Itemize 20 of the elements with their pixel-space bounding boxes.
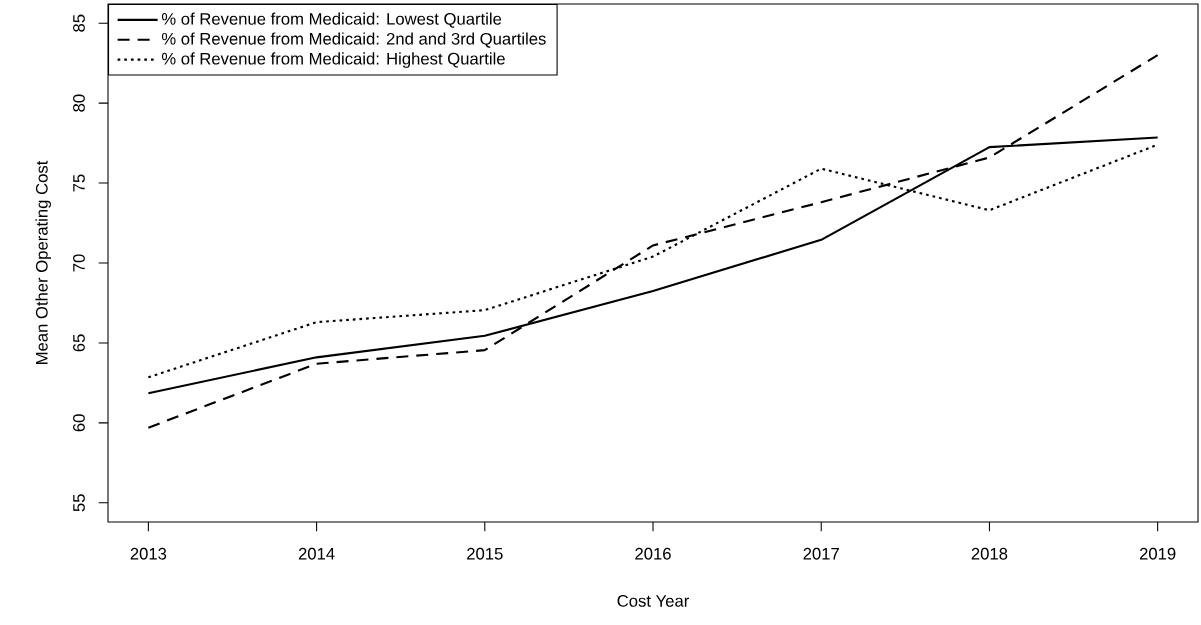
y-tick-label: 65 xyxy=(73,334,85,352)
legend-label: % of Revenue from Medicaid: Highest Quartile xyxy=(161,52,505,68)
y-tick-label: 85 xyxy=(73,14,85,32)
y-tick-label: 80 xyxy=(73,94,85,112)
y-tick-label: 60 xyxy=(73,414,85,432)
x-tick-label: 2014 xyxy=(298,547,335,560)
y-axis-title: Mean Other Operating Cost xyxy=(35,160,51,364)
x-tick-label: 2019 xyxy=(1139,547,1176,560)
legend-label: % of Revenue from Medicaid: Lowest Quartile xyxy=(161,12,502,28)
y-tick-label: 75 xyxy=(73,174,85,192)
y-tick-label: 55 xyxy=(73,494,85,512)
x-tick-label: 2016 xyxy=(635,547,671,560)
legend-label: % of Revenue from Medicaid: 2nd and 3rd Quartiles xyxy=(161,32,546,48)
x-tick-label: 2013 xyxy=(130,547,167,560)
x-tick-label: 2018 xyxy=(971,547,1008,560)
x-tick-label: 2017 xyxy=(803,547,839,560)
y-tick-label: 70 xyxy=(73,254,85,272)
line-series xyxy=(147,54,1159,429)
x-axis-title: Cost Year xyxy=(617,595,690,607)
x-tick-label: 2015 xyxy=(467,547,503,560)
